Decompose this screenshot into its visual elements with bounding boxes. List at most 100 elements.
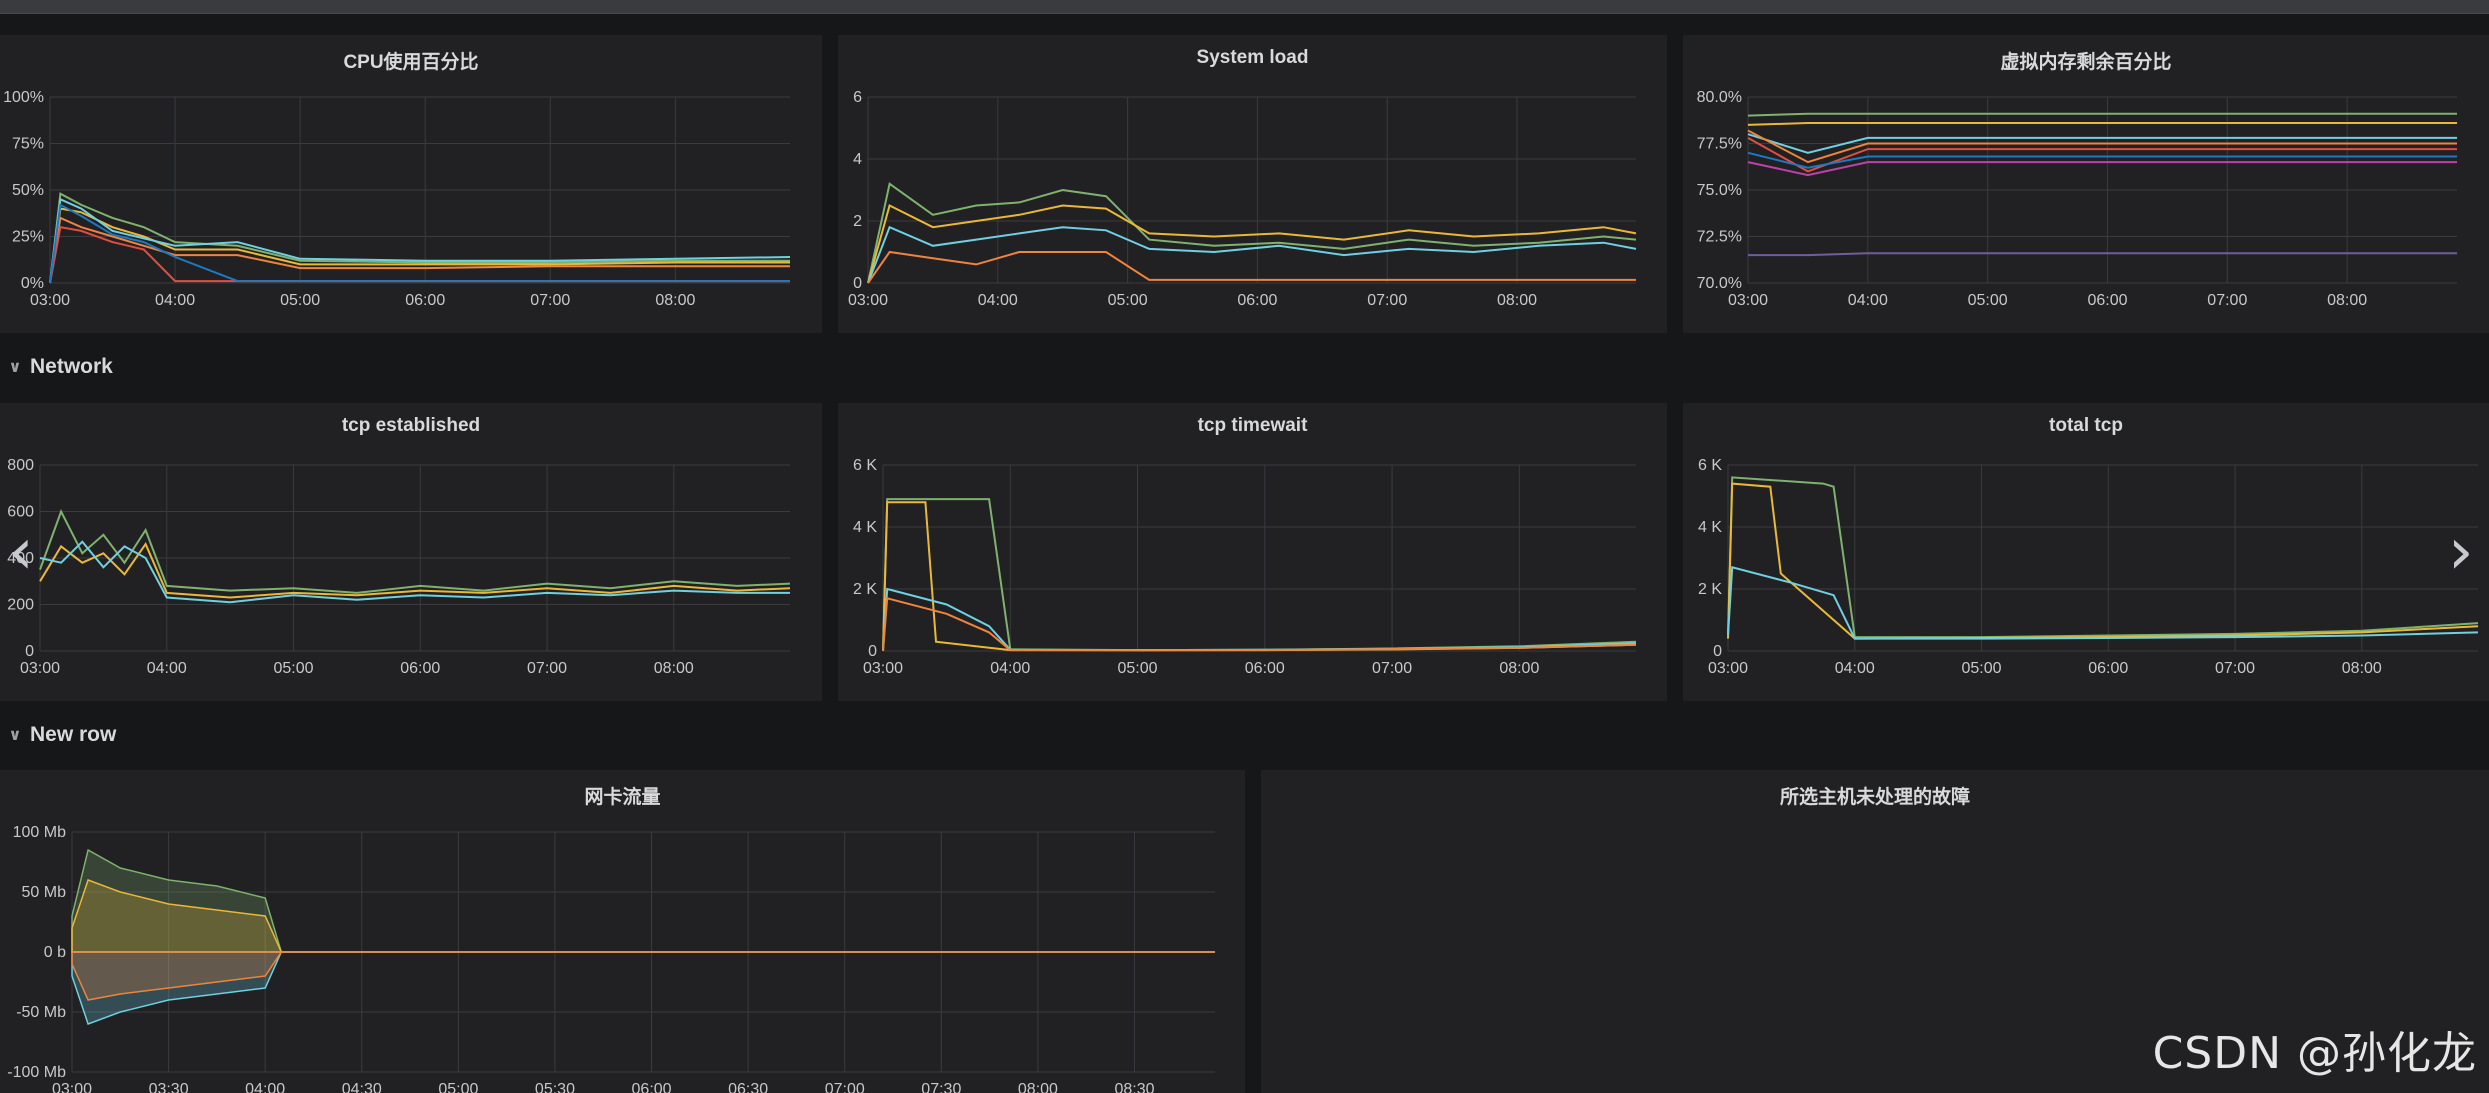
x-tick-label: 04:00: [1848, 292, 1888, 309]
panel-title: tcp established: [341, 415, 481, 436]
y-tick-label: -100 Mb: [7, 1064, 66, 1081]
panel-title: System load: [1196, 47, 1309, 68]
y-tick-label: 4: [853, 151, 862, 168]
series-line: [49, 192, 790, 284]
y-tick-label: 25%: [12, 229, 44, 246]
y-tick-label: 77.5%: [1697, 136, 1742, 153]
series-line: [49, 207, 790, 284]
chevron-right-icon[interactable]: ›: [2448, 515, 2474, 589]
y-tick-label: 0: [853, 275, 862, 292]
x-tick-label: 05:00: [280, 292, 320, 309]
panel-title: CPU使用百分比: [343, 52, 479, 73]
series-line: [882, 597, 1637, 652]
panel-unresolved-problems[interactable]: 所选主机未处理的故障: [1261, 770, 2489, 1093]
y-tick-label: 0: [25, 643, 34, 660]
x-tick-label: 07:00: [2215, 660, 2255, 677]
x-tick-label: 03:00: [52, 1081, 92, 1093]
x-tick-label: 03:00: [30, 292, 70, 309]
panel-system-load[interactable]: System load 0 2 4 6 03:00 04:00 05:00 06:00 07:0…: [838, 35, 1667, 333]
x-tick-label: 05:00: [1968, 292, 2008, 309]
panel-cpu[interactable]: CPU使用百分比 0% 25% 50% 75% 100% 03:00 04:00 05:00 0…: [0, 35, 822, 333]
series-line: [867, 182, 1637, 284]
series-line: [1747, 112, 2457, 117]
chart-total-tcp: 0 2 K 4 K 6 K 03:00 04:00 05:00 06:00 07:00 08:00: [1698, 457, 2479, 677]
x-tick-label: 07:00: [1372, 660, 1412, 677]
series-line: [39, 540, 790, 604]
chevron-down-icon[interactable]: ∨: [8, 727, 22, 744]
x-tick-label: 07:00: [527, 660, 567, 677]
x-tick-label: 04:00: [245, 1081, 285, 1093]
chevron-left-icon[interactable]: ‹: [8, 515, 34, 589]
x-tick-label: 06:00: [405, 292, 445, 309]
row-header-network[interactable]: ∨ Network: [0, 350, 113, 384]
y-tick-label: 6 K: [853, 457, 877, 474]
x-tick-label: 03:00: [848, 292, 888, 309]
x-tick-label: 08:00: [2327, 292, 2367, 309]
panel-tcp-timewait[interactable]: tcp timewait 0 2 K 4 K 6 K 03:00 04:00 05:00 06…: [838, 403, 1667, 701]
row-header-new-row[interactable]: ∨ New row: [0, 718, 117, 752]
x-tick-label: 06:00: [632, 1081, 672, 1093]
x-tick-label: 05:00: [1118, 660, 1158, 677]
x-tick-label: 06:00: [2088, 660, 2128, 677]
series-line: [1747, 151, 2457, 169]
x-tick-label: 06:30: [728, 1081, 768, 1093]
panel-title: total tcp: [2049, 415, 2123, 436]
x-tick-label: 07:00: [1367, 292, 1407, 309]
series-line: [39, 542, 791, 599]
x-tick-label: 07:30: [921, 1081, 961, 1093]
x-tick-label: 06:00: [1237, 292, 1277, 309]
series-line: [867, 204, 1637, 284]
panel-network-traffic[interactable]: 网卡流量 -100 Mb -50 Mb 0 b 50 Mb 100 Mb 03:00 03:…: [0, 770, 1245, 1093]
y-tick-label: 100%: [3, 89, 44, 106]
top-bar: [0, 0, 2489, 14]
panel-title: 网卡流量: [584, 787, 661, 808]
panel-title: 虚拟内存剩余百分比: [2000, 52, 2172, 73]
y-tick-label: 800: [7, 457, 34, 474]
chart-memory: 70.0% 72.5% 75.0% 77.5% 80.0% 03:00 04:00 05:00…: [1697, 89, 2457, 309]
y-tick-label: 200: [7, 597, 34, 614]
x-tick-label: 04:00: [147, 660, 187, 677]
y-tick-label: 50 Mb: [22, 884, 67, 901]
y-tick-label: 0%: [21, 275, 44, 292]
y-tick-label: 6 K: [1698, 457, 1722, 474]
y-tick-label: 0: [1713, 643, 1722, 660]
series-line: [882, 587, 1637, 652]
y-tick-label: 100 Mb: [13, 824, 66, 841]
x-tick-label: 05:00: [273, 660, 313, 677]
y-tick-label: 0 b: [44, 944, 66, 961]
series-line: [867, 225, 1637, 284]
x-tick-label: 05:00: [1961, 660, 2001, 677]
top-bar-divider: [0, 13, 2489, 14]
series-line: [49, 203, 790, 284]
x-tick-label: 04:00: [155, 292, 195, 309]
series-line: [1727, 566, 2479, 640]
x-tick-label: 07:00: [825, 1081, 865, 1093]
chart-network-traffic: -100 Mb -50 Mb 0 b 50 Mb 100 Mb 03:00 03:30 04:…: [7, 824, 1215, 1093]
x-tick-label: 05:00: [1108, 292, 1148, 309]
x-tick-label: 03:00: [1708, 660, 1748, 677]
chart-cpu: 0% 25% 50% 75% 100% 03:00 04:00 05:00 06:00 07:00…: [3, 89, 791, 309]
y-tick-label: 0: [868, 643, 877, 660]
series-line: [49, 197, 791, 284]
x-tick-label: 08:00: [1499, 660, 1539, 677]
y-tick-label: 72.5%: [1697, 229, 1742, 246]
x-tick-label: 04:00: [990, 660, 1030, 677]
chevron-down-icon[interactable]: ∨: [8, 359, 22, 376]
x-tick-label: 04:30: [342, 1081, 382, 1093]
y-tick-label: 6: [853, 89, 862, 106]
series-line: [1747, 122, 2457, 126]
series-line: [867, 250, 1636, 284]
series-line: [882, 501, 1637, 652]
y-tick-label: -50 Mb: [16, 1004, 66, 1021]
x-tick-label: 08:00: [2342, 660, 2382, 677]
chart-system-load: 0 2 4 6 03:00 04:00 05:00 06:00 07:00 08:00: [848, 89, 1637, 309]
panel-tcp-established[interactable]: tcp established 0 200 400 600 800 03:00 04:00 0…: [0, 403, 822, 701]
y-tick-label: 75.0%: [1697, 182, 1742, 199]
panel-memory[interactable]: 虚拟内存剩余百分比 70.0% 72.5% 75.0% 77.5% 80.0% 03:00…: [1683, 35, 2489, 333]
panel-total-tcp[interactable]: total tcp 0 2 K 4 K 6 K 03:00 04:00 05:00 06:00…: [1683, 403, 2489, 701]
series-area: [71, 879, 1215, 953]
series-line: [1747, 137, 2457, 173]
y-tick-label: 80.0%: [1697, 89, 1742, 106]
y-tick-label: 600: [7, 504, 34, 521]
x-tick-label: 08:30: [1114, 1081, 1154, 1093]
